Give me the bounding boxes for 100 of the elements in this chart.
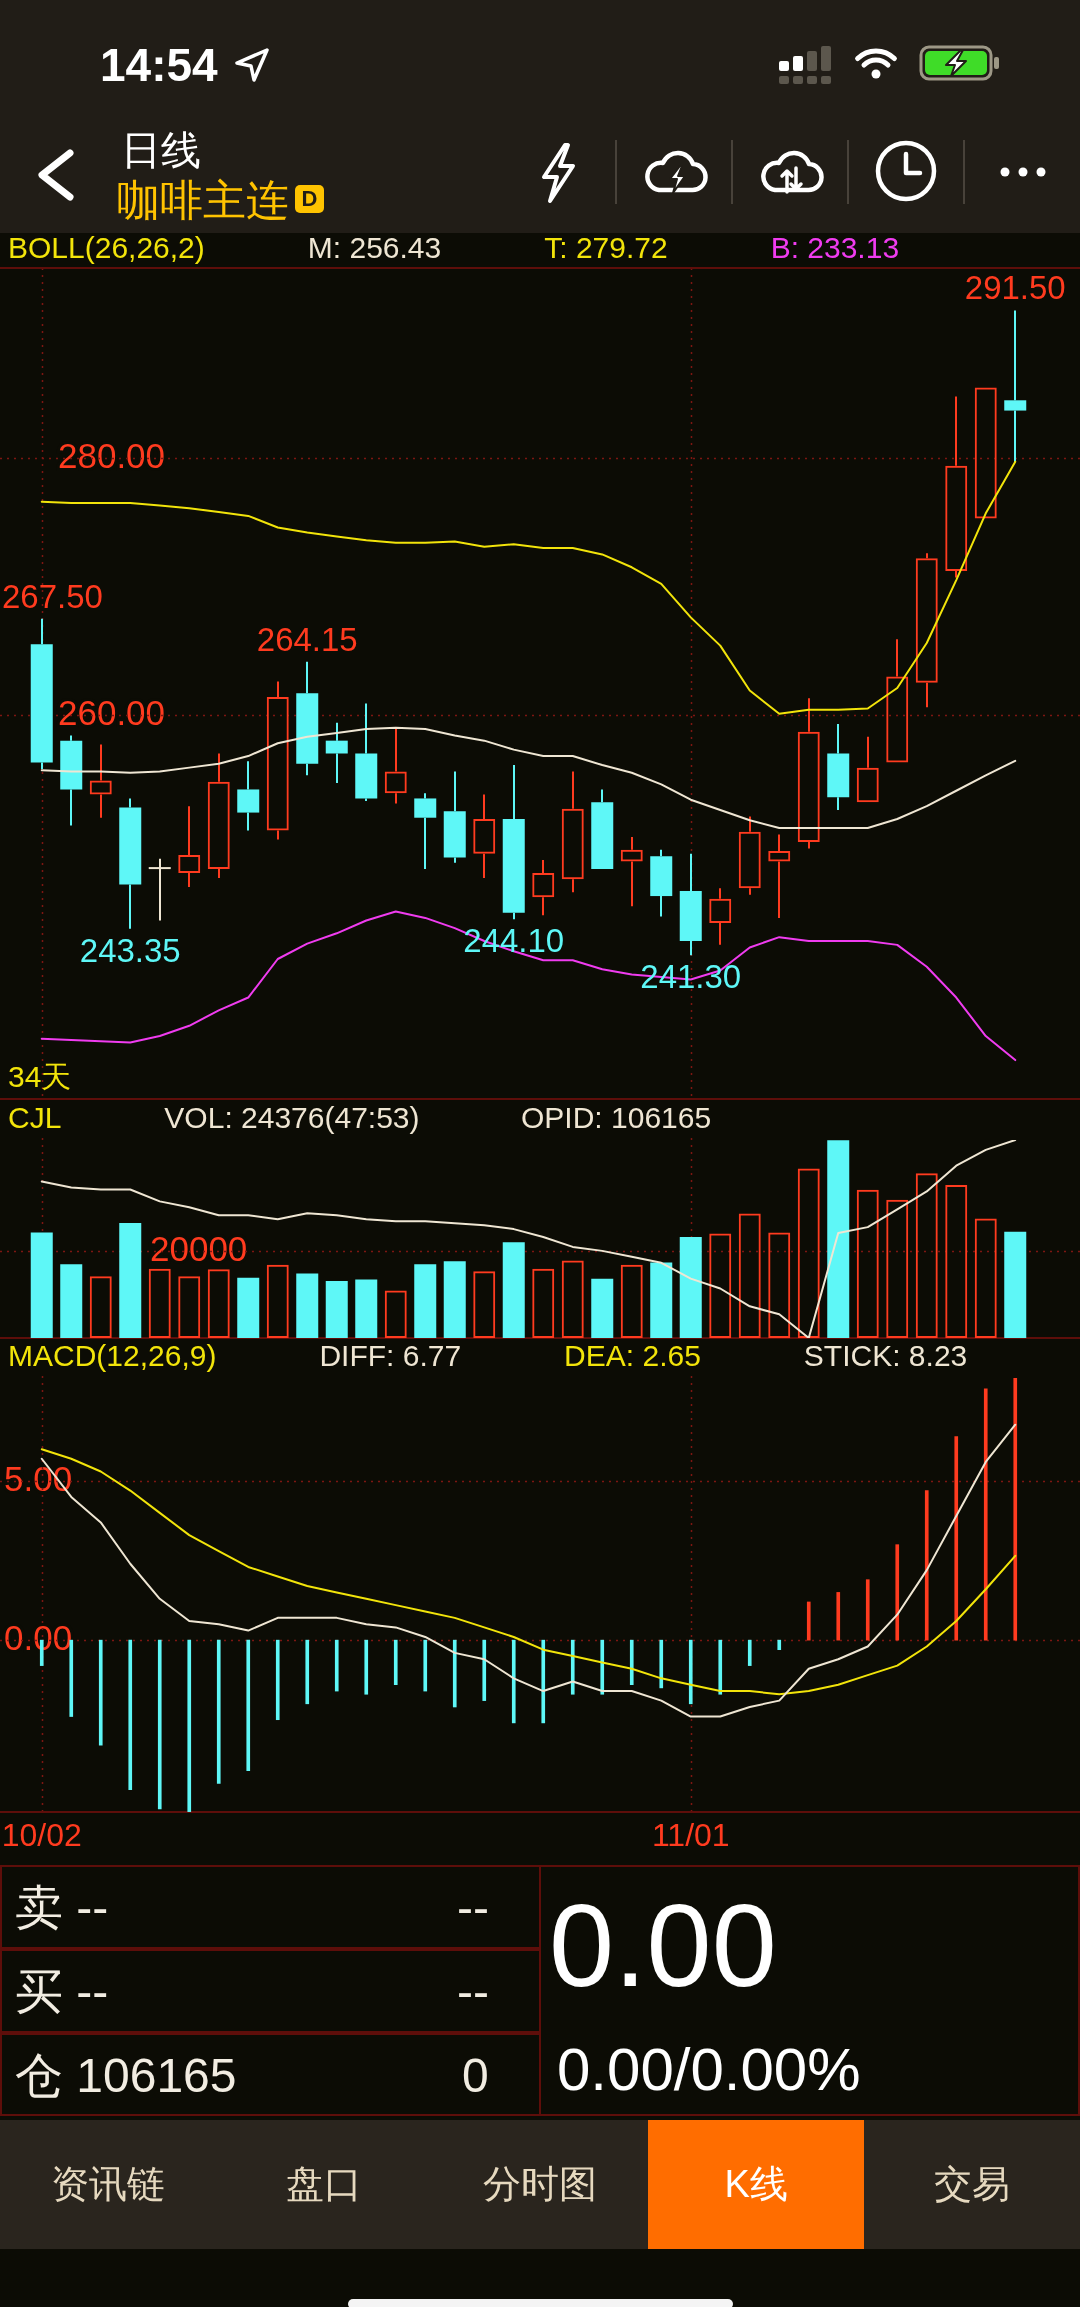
bar [827, 1140, 850, 1338]
text: STICK: 8.23 [803, 1339, 968, 1373]
text: 资讯链 [51, 2163, 165, 2205]
bar [355, 1279, 378, 1338]
y-tick-label: 260.00 [58, 692, 166, 732]
bar [511, 1639, 516, 1724]
badge: D [295, 185, 324, 213]
bar [600, 1639, 605, 1695]
text: 交易 [934, 2163, 1010, 2205]
bar [482, 1639, 487, 1701]
candlestick [325, 721, 348, 785]
bar [679, 1236, 702, 1338]
x-tick-label: 10/02 [1, 1817, 82, 1854]
bar [325, 1280, 348, 1338]
text: T: 279.72 [544, 231, 668, 265]
text: 卖 -- [15, 1881, 109, 1934]
bar [187, 1639, 192, 1812]
bar [836, 1592, 841, 1641]
bar [502, 1242, 525, 1338]
bar [216, 1639, 221, 1784]
text: M: 256.43 [307, 231, 442, 265]
bar [777, 1639, 782, 1651]
bar [305, 1639, 310, 1705]
text: OPID: 106165 [521, 1101, 712, 1135]
chart-title: CJL [8, 1101, 62, 1135]
text: -- [457, 1965, 489, 2018]
bar [275, 1639, 280, 1721]
bar [443, 1261, 466, 1338]
bar [393, 1639, 398, 1686]
candlestick [148, 857, 171, 922]
bar [423, 1639, 428, 1692]
bar [128, 1639, 133, 1791]
bar [806, 1601, 811, 1641]
candlestick [237, 760, 260, 832]
text: DEA: 2.65 [564, 1339, 701, 1373]
bar [895, 1544, 900, 1641]
y-tick-label: 280.00 [58, 435, 166, 475]
text: 仓 106165 [15, 2048, 237, 2102]
bar [237, 1277, 260, 1338]
annotation: 264.15 [256, 620, 358, 658]
annotation: 267.50 [2, 577, 103, 615]
text: 分时图 [483, 2163, 597, 2205]
text: 0 [462, 2048, 489, 2102]
bar [954, 1436, 959, 1641]
bar [452, 1639, 457, 1708]
text: 盘口 [286, 2163, 362, 2205]
candlestick [355, 702, 378, 803]
bar [924, 1490, 929, 1641]
annotation: 243.35 [79, 931, 181, 969]
bar [246, 1639, 251, 1771]
bar [334, 1639, 339, 1692]
bar [60, 1264, 83, 1338]
text: VOL: 24376(47:53) [164, 1101, 420, 1135]
annotation: 291.50 [964, 269, 1066, 307]
bar [1004, 1231, 1027, 1338]
bar [69, 1639, 74, 1717]
bar [414, 1264, 437, 1338]
text: 日线 [121, 128, 201, 172]
bar [659, 1639, 664, 1689]
chart-title: BOLL(26,26,2) [8, 231, 205, 265]
bar [591, 1278, 614, 1338]
bar [98, 1639, 103, 1746]
x-tick-label: 11/01 [651, 1817, 730, 1854]
candlestick [296, 660, 319, 777]
text: 咖啡主连 [117, 175, 289, 224]
annotation: 34天 [8, 1060, 72, 1094]
text: -- [457, 1881, 489, 1934]
chart-title: MACD(12,26,9) [8, 1339, 217, 1373]
candlestick [1004, 309, 1027, 463]
candlestick [414, 792, 437, 871]
bar [30, 1232, 53, 1338]
bar [570, 1639, 575, 1695]
candlestick [502, 764, 525, 921]
bar [364, 1639, 369, 1695]
bar [983, 1388, 988, 1641]
bar [296, 1273, 319, 1338]
bar [629, 1639, 634, 1686]
bar [865, 1579, 870, 1641]
candlestick [60, 734, 83, 827]
bar [718, 1639, 723, 1695]
candlestick [443, 770, 466, 864]
y-tick-label: 20000 [150, 1228, 248, 1268]
text: DIFF: 6.77 [319, 1339, 462, 1373]
text: 0.00/0.00% [557, 2036, 861, 2103]
text: 0.00 [549, 1879, 777, 2011]
bar [119, 1222, 142, 1338]
candlestick [119, 797, 142, 930]
candlestick [679, 852, 702, 957]
candlestick [591, 788, 614, 870]
bar [747, 1639, 752, 1666]
bar [1013, 1377, 1018, 1641]
bar [650, 1262, 673, 1338]
candlestick [30, 617, 53, 770]
bar [541, 1639, 546, 1724]
text: B: 233.13 [770, 231, 900, 265]
text: 买 -- [15, 1965, 109, 2018]
text: 14:54 [100, 39, 218, 91]
text: K线 [724, 2163, 788, 2205]
candlestick [650, 848, 673, 918]
candlestick [827, 722, 850, 812]
